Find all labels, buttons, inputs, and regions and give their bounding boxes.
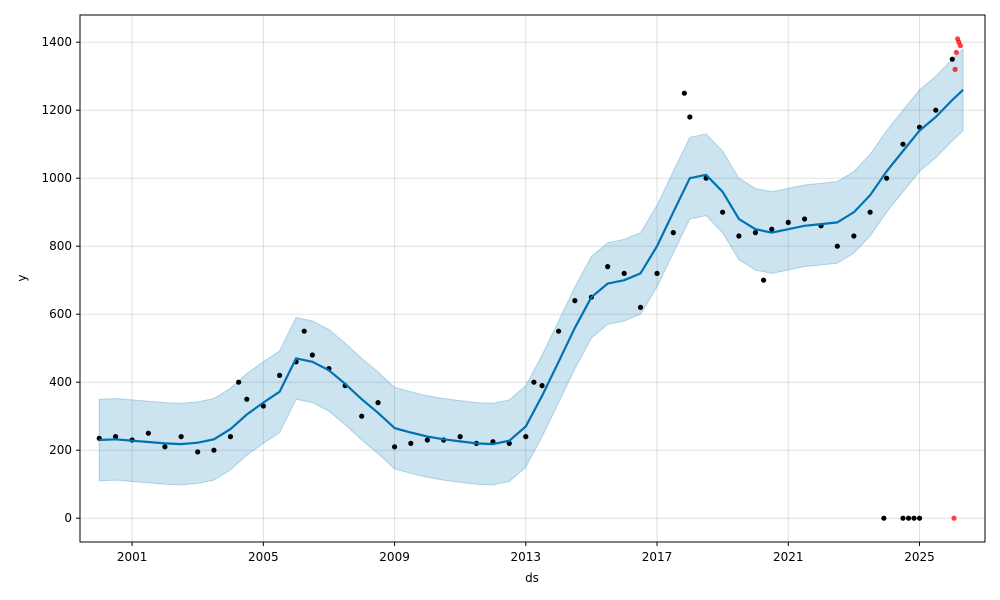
observed-point [900,141,906,147]
observed-point [687,114,693,120]
observed-point [654,270,660,276]
observed-point [881,515,887,521]
observed-point [195,449,201,455]
uncertainty-interval [98,47,964,486]
observed-point [752,230,759,236]
x-axis: 2001 2005 2009 2013 2017 2021 2025 [117,542,935,564]
y-tick-label: 200 [49,443,72,457]
plot-frame [79,14,986,543]
observed-point [276,372,283,378]
observed-point [884,175,890,181]
observed-point [851,233,857,239]
observed-point [236,379,242,385]
observed-point [720,209,726,215]
observed-point [227,434,234,440]
observed-point [801,216,808,222]
grid-lines [80,15,985,542]
observed-point [605,264,611,270]
x-tick-label: 2021 [773,550,804,564]
anomaly-point [953,49,959,56]
observed-point [145,430,151,436]
observed-point [769,226,775,232]
observed-point [457,434,463,440]
x-tick-label: 2009 [379,550,410,564]
y-tick-label: 1000 [41,171,72,185]
observed-point [523,434,529,440]
observed-point [637,304,644,310]
observed-point [949,56,955,62]
observed-points [96,56,955,521]
observed-point [670,230,676,236]
x-axis-label: ds [525,571,539,585]
y-axis: 0 200 400 600 800 1000 1200 1400 [41,35,80,525]
y-tick-label: 400 [49,375,72,389]
y-tick-label: 600 [49,307,72,321]
observed-point [539,383,545,389]
x-tick-label: 2001 [117,550,148,564]
y-tick-label: 1400 [41,35,72,49]
observed-point [178,434,184,440]
observed-point [408,440,414,446]
forecast-line [99,89,964,446]
observed-point [681,90,687,96]
y-axis-label: y [15,274,29,281]
observed-point [916,515,923,521]
observed-point [834,243,840,249]
y-tick-label: 800 [49,239,72,253]
observed-point [211,447,217,453]
observed-point [905,515,912,521]
observed-point [162,444,168,450]
anomaly-point [957,43,963,49]
observed-point [309,352,315,358]
observed-point [531,379,537,385]
observed-point [736,233,742,239]
forecast-line-group [99,89,964,446]
observed-point [359,413,365,419]
anomaly-points [951,36,963,521]
observed-point [424,437,430,443]
uncertainty-band [98,47,964,486]
observed-point [301,328,307,334]
observed-point [112,434,119,440]
anomaly-point [952,66,958,72]
observed-point [760,277,767,283]
x-tick-label: 2017 [642,550,673,564]
observed-point [555,328,562,334]
observed-point [785,219,791,225]
anomaly-point [951,515,957,521]
observed-point [867,209,873,215]
observed-point [391,444,398,450]
x-tick-label: 2013 [511,550,542,564]
observed-point [933,107,939,113]
x-tick-label: 2025 [904,550,935,564]
observed-point [621,270,627,276]
y-tick-label: 0 [64,511,72,525]
y-tick-label: 1200 [41,103,72,117]
observed-point [244,396,250,402]
x-tick-label: 2005 [248,550,279,564]
observed-point [572,298,578,304]
observed-point [911,515,917,521]
observed-point [506,440,512,446]
observed-point [900,515,906,521]
observed-point [375,400,381,406]
